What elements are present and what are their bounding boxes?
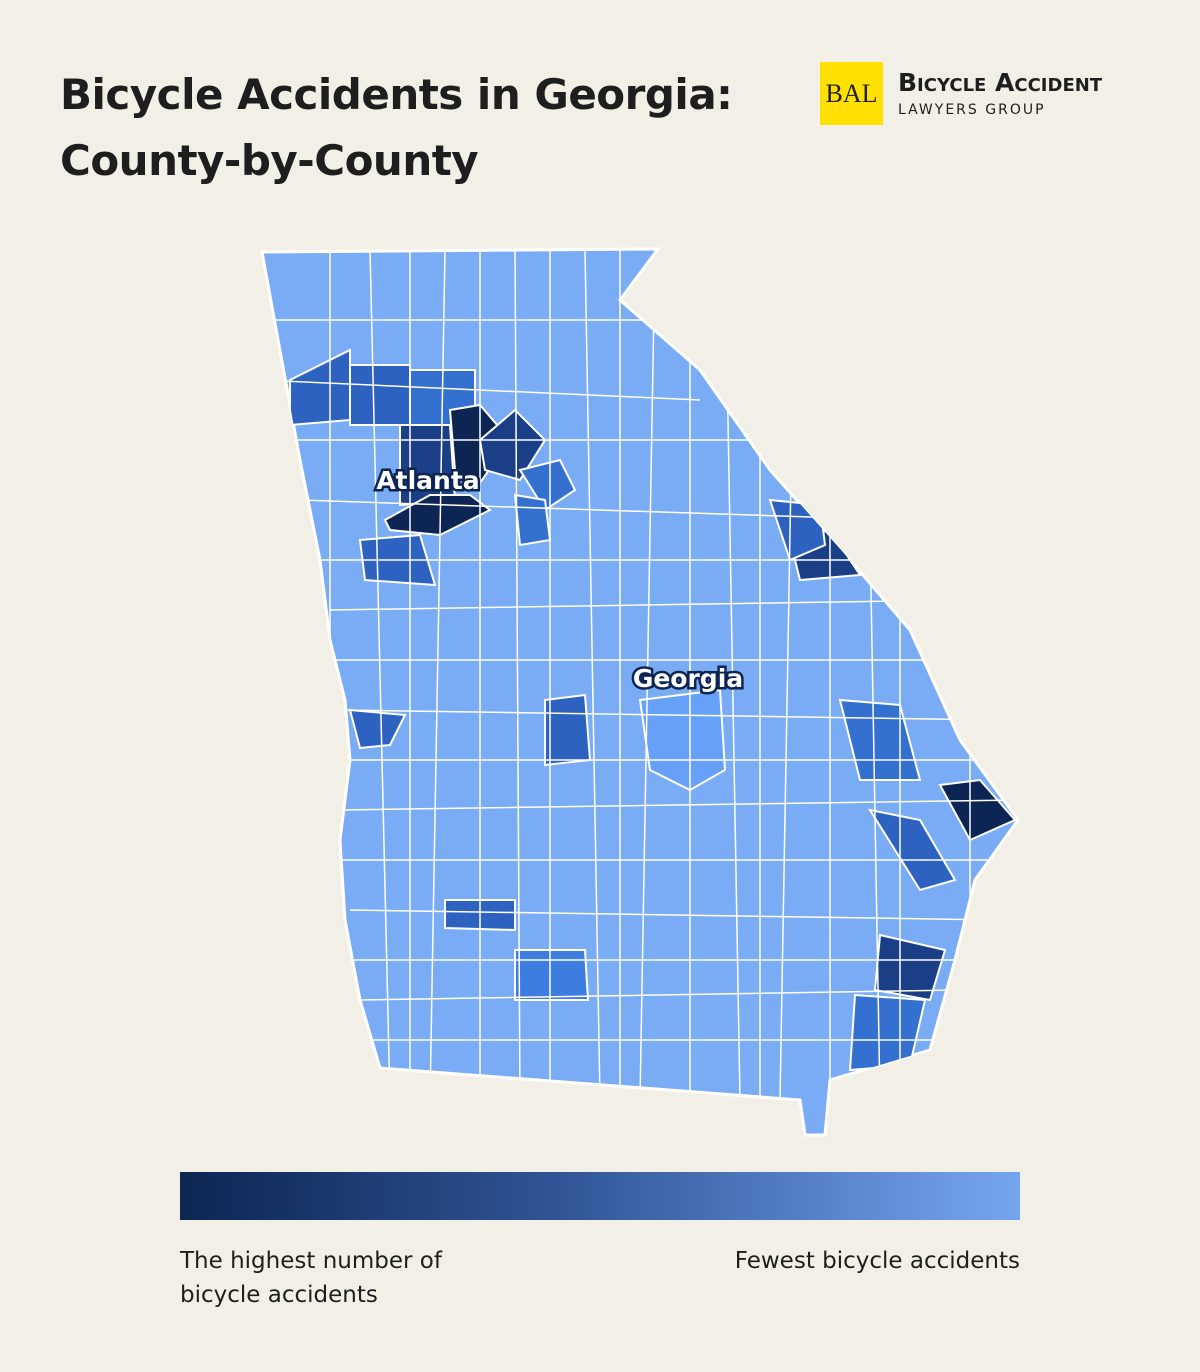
county xyxy=(867,808,957,892)
county xyxy=(873,933,947,1002)
state-label: Georgia xyxy=(633,664,743,693)
county xyxy=(848,993,927,1072)
county xyxy=(348,708,407,750)
county xyxy=(518,458,577,512)
counties xyxy=(262,249,1018,1135)
city-label: Atlanta xyxy=(376,466,479,495)
county xyxy=(349,364,411,426)
logo-subtitle: LAWYERS GROUP xyxy=(898,102,1046,118)
logo-name: Bicycle Accident xyxy=(898,68,1103,97)
title-line: Bicycle Accidents in Georgia: xyxy=(60,70,733,119)
county xyxy=(513,493,552,547)
legend-high-label: The highest number of bicycle accidents xyxy=(180,1248,442,1308)
title: Bicycle Accidents in Georgia: County-by-… xyxy=(60,62,733,194)
legend-low-label: Fewest bicycle accidents xyxy=(734,1248,1020,1274)
logo-mark: BAL xyxy=(820,62,883,125)
county xyxy=(938,778,1017,842)
legend-gradient xyxy=(180,1172,1020,1220)
county xyxy=(478,408,547,482)
title-line: County-by-County xyxy=(60,136,479,185)
county xyxy=(544,693,592,767)
county xyxy=(514,949,590,1001)
